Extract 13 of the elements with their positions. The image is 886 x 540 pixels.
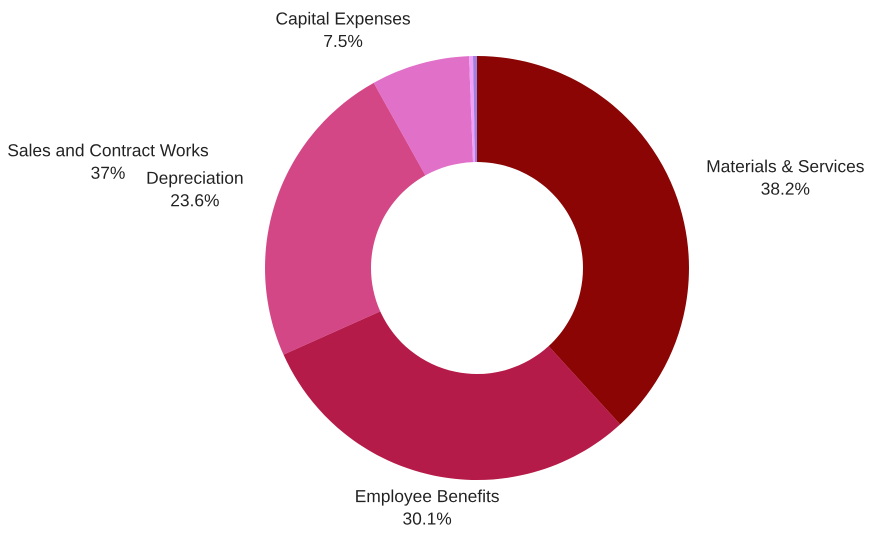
donut-slice	[473, 56, 477, 162]
data-label: 23.6%	[171, 194, 219, 206]
donut-slice	[374, 56, 474, 176]
data-label: 7.5%	[324, 34, 362, 48]
donut-slice	[284, 311, 620, 480]
slice-label: Materials & Services	[708, 160, 864, 172]
data-label: 38.2%	[761, 182, 810, 195]
data-label: 30.1%	[403, 512, 452, 525]
slice-label: Employee Benefits	[356, 489, 499, 506]
donut-slice	[477, 56, 689, 424]
donut-slice	[265, 82, 426, 355]
donut-slice	[469, 56, 475, 162]
slice-label: Capital Expenses	[276, 12, 410, 28]
